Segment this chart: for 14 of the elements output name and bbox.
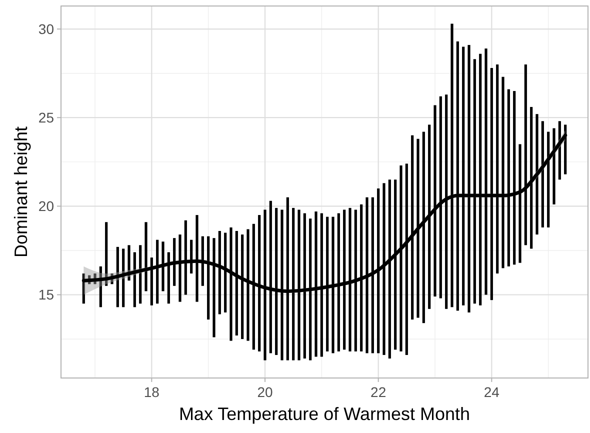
bar (173, 238, 176, 286)
x-axis-title: Max Temperature of Warmest Month (178, 404, 470, 424)
y-axis-title: Dominant height (11, 126, 31, 258)
bar (518, 144, 522, 263)
y-tick-label: 20 (38, 198, 54, 214)
y-tick-label: 15 (38, 286, 54, 303)
x-tick-label: 22 (370, 384, 386, 400)
x-tick-label: 24 (484, 384, 500, 400)
y-tick-label: 25 (38, 110, 54, 126)
x-tick-label: 20 (257, 384, 273, 400)
bar (128, 245, 130, 281)
y-tick-label: 30 (38, 21, 54, 38)
x-tick-label: 18 (144, 384, 160, 400)
bar (105, 222, 108, 286)
